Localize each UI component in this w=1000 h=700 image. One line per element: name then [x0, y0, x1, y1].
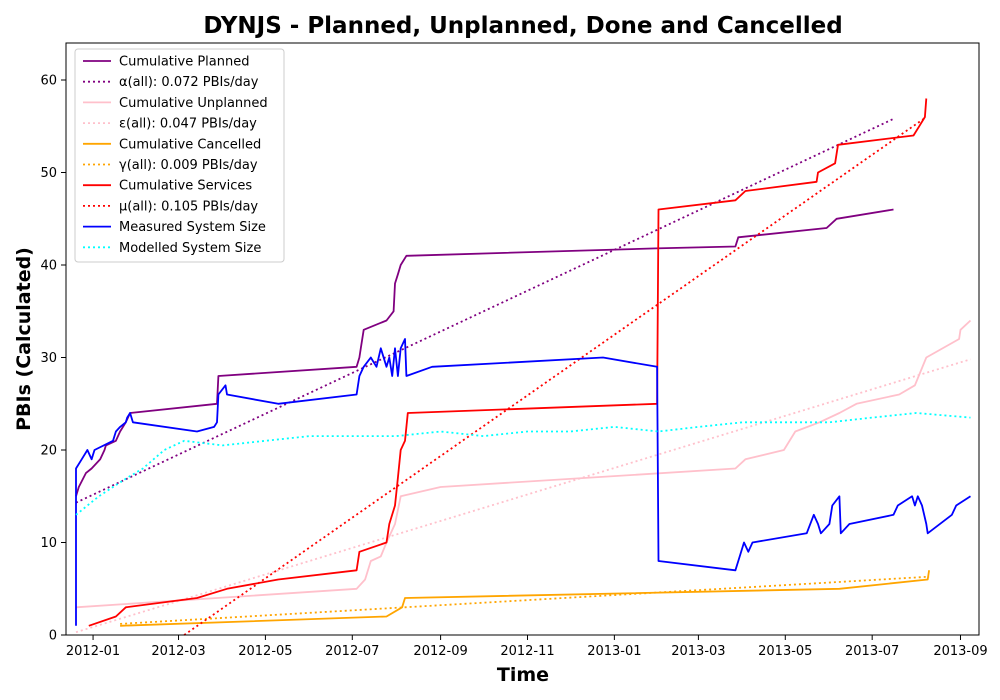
legend-label-measured-system-size-8: Measured System Size	[119, 220, 266, 235]
x-axis-label: Time	[497, 664, 549, 686]
series-line-cumulative-cancelled-4	[120, 570, 930, 627]
legend-label-all-0-047-pbis-day-3: ε(all): 0.047 PBIs/day	[119, 117, 257, 132]
legend-label-all-0-009-pbis-day-5: γ(all): 0.009 PBIs/day	[119, 158, 258, 173]
x-axis: 2012-01 2012-03 2012-05 2012-07 2012-09 2012-…	[66, 635, 988, 659]
series-line-all-0-009-pbis-day-5	[120, 575, 930, 625]
x-tick-label: 2013-07	[845, 644, 899, 659]
y-tick-label: 60	[40, 74, 57, 89]
series-line-cumulative-planned-0	[75, 208, 894, 497]
legend: Cumulative Planned α(all): 0.072 PBIs/day…	[74, 48, 285, 263]
legend-label-cumulative-services-6: Cumulative Services	[119, 179, 252, 194]
series-line-measured-system-size-8	[75, 338, 971, 626]
series-line-all-0-047-pbis-day-3	[75, 358, 971, 634]
x-tick-label: 2013-09	[933, 644, 987, 659]
x-tick-label: 2012-01	[66, 644, 120, 659]
x-tick-label: 2013-03	[671, 644, 725, 659]
y-tick-label: 40	[40, 259, 57, 274]
series-line-cumulative-unplanned-2	[75, 319, 972, 609]
y-tick-label: 20	[40, 444, 57, 459]
x-tick-label: 2012-09	[413, 644, 467, 659]
series-line-cumulative-services-6	[88, 98, 928, 627]
x-tick-label: 2012-05	[238, 644, 292, 659]
x-tick-label: 2012-03	[151, 644, 205, 659]
y-axis: 0 10 20 30 40 50 60	[40, 74, 66, 644]
plot-frame	[65, 42, 980, 636]
legend-label-all-0-105-pbis-day-7: μ(all): 0.105 PBIs/day	[119, 199, 258, 214]
x-tick-label: 2012-07	[325, 644, 379, 659]
y-tick-label: 10	[40, 536, 57, 551]
series-line-all-0-105-pbis-day-7	[183, 116, 927, 636]
x-tick-label: 2013-05	[758, 644, 812, 659]
legend-label-all-0-072-pbis-day-1: α(all): 0.072 PBIs/day	[119, 75, 259, 90]
y-tick-label: 50	[40, 166, 57, 181]
series-line-all-0-072-pbis-day-1	[75, 118, 894, 504]
legend-label-cumulative-planned-0: Cumulative Planned	[119, 55, 249, 70]
y-axis-label: PBIs (Calculated)	[13, 247, 35, 431]
series-line-modelled-system-size-9	[75, 412, 971, 516]
y-tick-label: 0	[49, 629, 57, 644]
y-tick-label: 30	[40, 351, 57, 366]
chart-title: DYNJS - Planned, Unplanned, Done and Can…	[203, 13, 842, 39]
legend-label-cumulative-unplanned-2: Cumulative Unplanned	[119, 96, 268, 111]
legend-box	[74, 48, 285, 263]
legend-label-cumulative-cancelled-4: Cumulative Cancelled	[119, 137, 261, 152]
x-tick-label: 2012-11	[500, 644, 554, 659]
legend-label-modelled-system-size-9: Modelled System Size	[119, 241, 261, 256]
x-tick-label: 2013-01	[587, 644, 641, 659]
plot-area	[75, 98, 972, 636]
